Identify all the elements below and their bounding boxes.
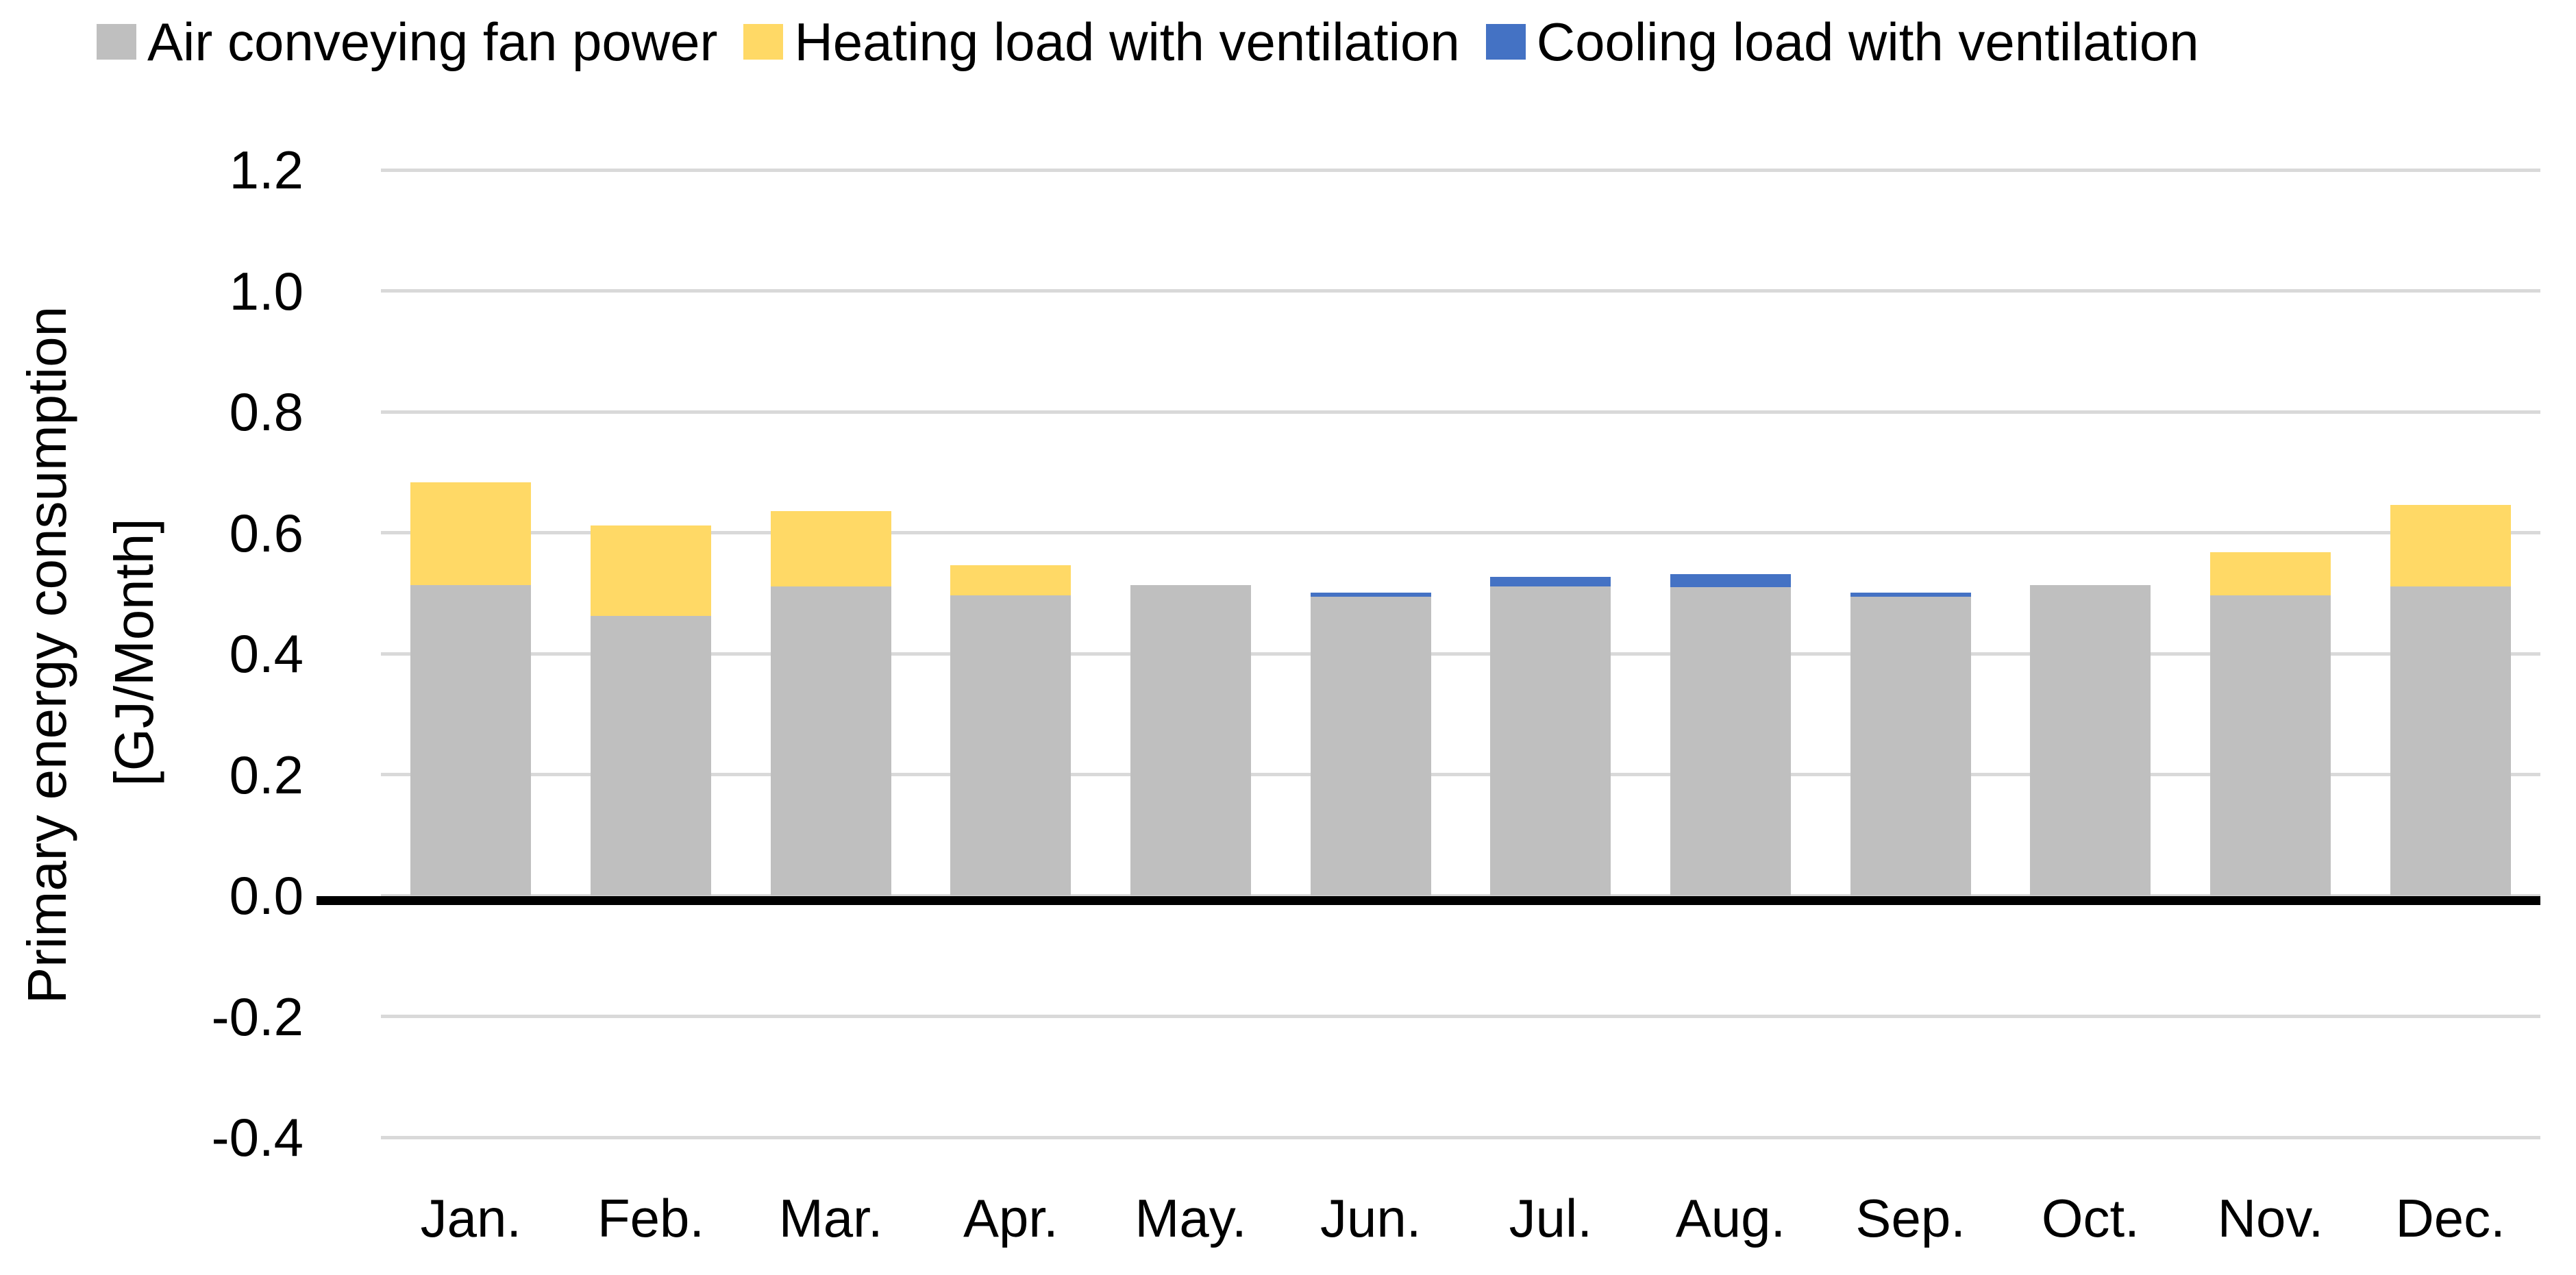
bar-segment-jun-s0	[1310, 597, 1431, 895]
bar-segment-sep-s0	[1850, 597, 1971, 895]
y-tick-label: 0.6	[229, 502, 304, 563]
x-tick-label: Aug.	[1675, 1188, 1786, 1248]
bar-segment-mar-s1	[770, 510, 891, 587]
y-tick-label: 0.8	[229, 382, 304, 442]
bar-segment-mar-s0	[770, 586, 891, 895]
bar-segment-jan-s1	[410, 482, 532, 586]
gridline	[381, 773, 2540, 776]
bar-segment-oct-s0	[2030, 585, 2151, 895]
legend-swatch-icon	[97, 24, 136, 60]
bar-segment-may-s0	[1130, 585, 1251, 895]
x-tick-label: Feb.	[597, 1188, 705, 1248]
y-tick-label: 0.0	[229, 865, 304, 926]
x-tick-label: Sep.	[1855, 1188, 1966, 1248]
gridline	[381, 893, 2540, 898]
bar-segment-jul-s0	[1490, 586, 1611, 895]
bar-segment-jun-s2	[1310, 592, 1431, 597]
bar-segment-dec-s0	[2390, 586, 2511, 895]
gridline	[381, 289, 2540, 293]
bar-segment-feb-s1	[591, 525, 711, 617]
bar-segment-nov-s1	[2210, 552, 2331, 596]
x-tick-label: Nov.	[2217, 1188, 2324, 1248]
x-tick-label: Jun.	[1320, 1188, 1422, 1248]
bar-segment-aug-s0	[1670, 586, 1791, 895]
legend-item-1: Heating load with ventilation	[743, 12, 1460, 72]
x-tick-label: Jul.	[1509, 1188, 1593, 1248]
x-tick-label: Oct.	[2041, 1188, 2140, 1248]
gridline	[381, 1135, 2540, 1139]
bar-segment-jul-s2	[1490, 576, 1611, 587]
bar-segment-nov-s0	[2210, 595, 2331, 895]
x-tick-label: Apr.	[963, 1188, 1058, 1248]
gridline	[381, 531, 2540, 534]
y-tick-label: 1.2	[229, 140, 304, 200]
gridline	[381, 1015, 2540, 1018]
legend-swatch-icon	[743, 24, 784, 60]
legend-label: Cooling load with ventilation	[1536, 12, 2199, 72]
y-tick-label: 1.0	[229, 260, 304, 321]
bar-segment-jan-s0	[410, 585, 532, 895]
bar-segment-feb-s0	[591, 616, 711, 895]
y-tick-label: -0.4	[211, 1107, 304, 1167]
legend-swatch-icon	[1485, 24, 1526, 60]
bar-segment-apr-s0	[950, 595, 1072, 895]
y-tick-label: 0.2	[229, 744, 304, 805]
gridline	[381, 410, 2540, 414]
zero-axis-line	[317, 896, 2540, 905]
gridline	[381, 652, 2540, 656]
x-tick-label: Jan.	[420, 1188, 522, 1248]
legend-item-0: Air conveying fan power	[97, 15, 717, 69]
legend-item-2: Cooling load with ventilation	[1485, 12, 2199, 72]
bar-segment-apr-s1	[950, 565, 1072, 596]
x-tick-label: Mar.	[778, 1188, 883, 1248]
bar-segment-aug-s2	[1670, 574, 1791, 587]
bar-segment-sep-s2	[1850, 592, 1971, 597]
y-tick-label: -0.2	[211, 986, 304, 1047]
legend: Air conveying fan power Heating load with…	[97, 15, 2225, 69]
x-tick-label: May.	[1135, 1188, 1247, 1248]
x-tick-label: Dec.	[2395, 1188, 2505, 1248]
gridline	[381, 168, 2540, 172]
y-tick-label: 0.4	[229, 623, 304, 684]
legend-label: Air conveying fan power	[147, 12, 718, 72]
legend-label: Heating load with ventilation	[794, 12, 1460, 72]
bar-segment-dec-s1	[2390, 504, 2511, 587]
